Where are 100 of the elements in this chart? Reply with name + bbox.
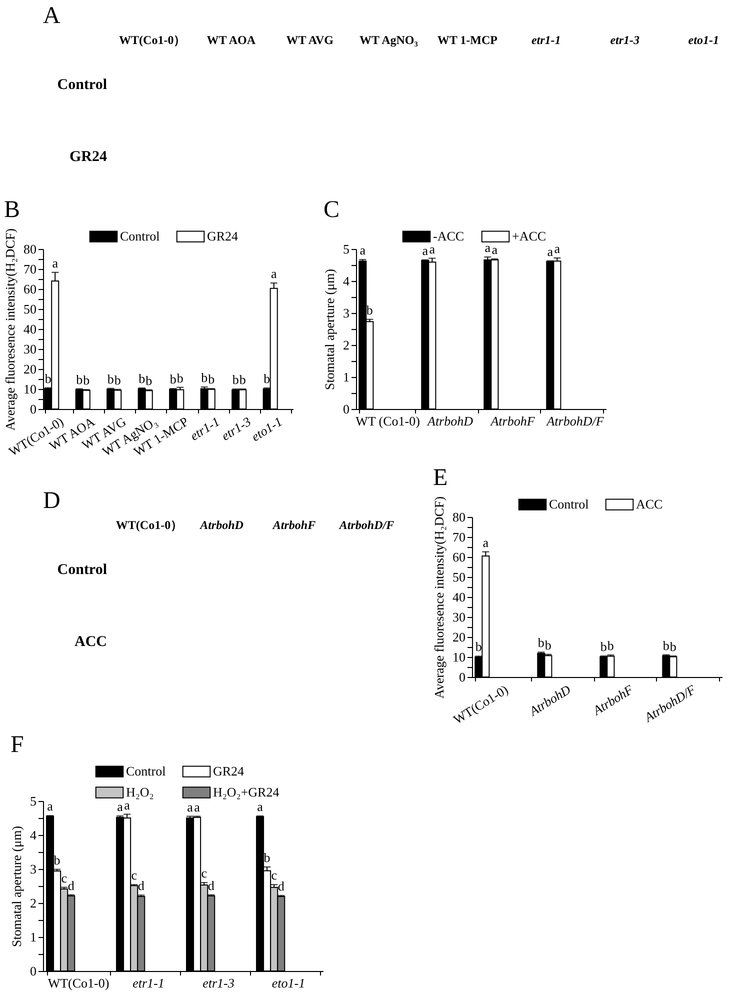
y-tick-label: 20 bbox=[452, 630, 466, 644]
y-tick-label: 1 bbox=[343, 370, 350, 384]
category-label: WT 1-MCP bbox=[437, 33, 498, 47]
chart-title: E bbox=[433, 465, 448, 491]
y-tick-label: 3 bbox=[343, 306, 350, 320]
data-label: a bbox=[482, 534, 489, 550]
data-label: a bbox=[484, 240, 491, 255]
data-label: b bbox=[670, 639, 676, 654]
y-tick-label: 30 bbox=[24, 342, 36, 356]
x-tick-label: AtrbohF bbox=[490, 414, 536, 428]
y-tick-label: 0 bbox=[459, 670, 466, 684]
y-tick-label: 2 bbox=[30, 896, 36, 910]
category-label: WT AgNO₃ bbox=[359, 33, 418, 47]
category-label: AtrbohD bbox=[199, 518, 244, 532]
data-label: c bbox=[131, 868, 138, 883]
data-label: b bbox=[264, 371, 270, 386]
x-tick-label: AtrbohD bbox=[426, 414, 474, 428]
data-label: b bbox=[239, 372, 246, 387]
text: D bbox=[43, 488, 60, 514]
legend-label: Control bbox=[120, 228, 160, 244]
category-label: Control bbox=[57, 562, 107, 578]
data-label: d bbox=[138, 878, 145, 894]
data-label: b bbox=[201, 370, 208, 385]
data-label: a bbox=[360, 242, 366, 258]
data-label: b bbox=[600, 639, 607, 654]
legend-label: +ACC bbox=[512, 228, 546, 244]
y-tick-label: 0 bbox=[30, 402, 36, 416]
data-label: b bbox=[114, 372, 121, 388]
y-tick-label: 0 bbox=[343, 402, 350, 416]
category-label: Control bbox=[57, 77, 107, 93]
data-label: b bbox=[544, 637, 552, 652]
data-label: a bbox=[554, 240, 560, 256]
data-label: b bbox=[54, 852, 60, 868]
y-axis-title: Average fluoresence intensity(H₂DCF) bbox=[432, 496, 446, 699]
chart-title: F bbox=[10, 732, 24, 758]
legend-label: H₂O₂ bbox=[126, 784, 154, 800]
y-axis-title: Stomatal aperture (μm) bbox=[322, 268, 337, 390]
data-label: b bbox=[538, 635, 544, 650]
legend-label: ACC bbox=[636, 496, 663, 512]
data-label: b bbox=[208, 372, 215, 387]
chart-title: B bbox=[4, 197, 20, 223]
data-label: b bbox=[146, 372, 152, 388]
data-label: b bbox=[662, 638, 670, 653]
x-tick-label: etr1-3 bbox=[202, 976, 235, 990]
text: A bbox=[43, 3, 61, 29]
category-label: ACC bbox=[74, 634, 107, 650]
data-label: a bbox=[124, 797, 130, 812]
category-label: WT AVG bbox=[286, 33, 334, 47]
legend-label: Control bbox=[126, 764, 166, 779]
y-tick-label: 50 bbox=[24, 302, 36, 316]
data-label: a bbox=[117, 798, 124, 814]
legend-label: GR24 bbox=[213, 764, 245, 779]
data-label: a bbox=[47, 798, 54, 814]
category-label: AtrbohD/F bbox=[338, 518, 394, 532]
data-label: b bbox=[232, 372, 239, 387]
y-tick-label: 50 bbox=[452, 570, 466, 584]
data-label: d bbox=[278, 878, 285, 894]
y-tick-label: 10 bbox=[452, 650, 466, 664]
data-label: b bbox=[83, 372, 90, 388]
category-label: WT AOA bbox=[206, 33, 256, 47]
data-label: c bbox=[201, 866, 208, 881]
y-tick-label: 70 bbox=[24, 262, 36, 276]
data-label: a bbox=[270, 266, 277, 281]
y-tick-label: 10 bbox=[24, 382, 36, 396]
data-label: b bbox=[366, 302, 373, 318]
y-tick-label: 30 bbox=[452, 610, 466, 624]
category-label: etr1-3 bbox=[610, 33, 640, 47]
y-axis-title: Stomatal aperture (μm) bbox=[9, 826, 24, 948]
category-label: WT(Co1-0） bbox=[119, 33, 186, 47]
y-tick-label: 3 bbox=[30, 862, 36, 876]
data-label: b bbox=[76, 372, 83, 387]
chart-title: C bbox=[324, 197, 340, 223]
data-label: c bbox=[61, 870, 68, 886]
data-label: a bbox=[422, 242, 428, 258]
y-tick-label: 20 bbox=[24, 362, 36, 376]
data-label: a bbox=[194, 799, 200, 814]
data-label: a bbox=[187, 799, 194, 814]
y-tick-label: 60 bbox=[452, 550, 466, 564]
data-label: b bbox=[44, 370, 52, 386]
legend-label: Control bbox=[549, 496, 590, 512]
y-tick-label: 70 bbox=[452, 530, 466, 544]
y-tick-label: 40 bbox=[24, 322, 36, 336]
y-tick-label: 60 bbox=[24, 282, 36, 296]
data-label: a bbox=[257, 798, 264, 814]
x-tick-label: WT(Co1-0) bbox=[48, 976, 110, 990]
data-label: a bbox=[429, 241, 436, 256]
x-tick-label: AtrbohD/F bbox=[546, 414, 605, 428]
data-label: b bbox=[264, 850, 270, 865]
y-tick-label: 4 bbox=[30, 828, 37, 842]
data-label: a bbox=[52, 255, 58, 270]
data-label: d bbox=[208, 878, 215, 893]
data-label: b bbox=[176, 370, 184, 386]
data-label: a bbox=[547, 244, 554, 259]
data-label: b bbox=[107, 371, 114, 386]
category-label: GR24 bbox=[70, 149, 107, 165]
category-label: WT(Co1-0） bbox=[116, 518, 183, 532]
data-label: b bbox=[475, 639, 482, 654]
y-tick-label: 80 bbox=[452, 510, 466, 524]
y-tick-label: 5 bbox=[343, 242, 350, 256]
data-label: b bbox=[138, 371, 146, 386]
